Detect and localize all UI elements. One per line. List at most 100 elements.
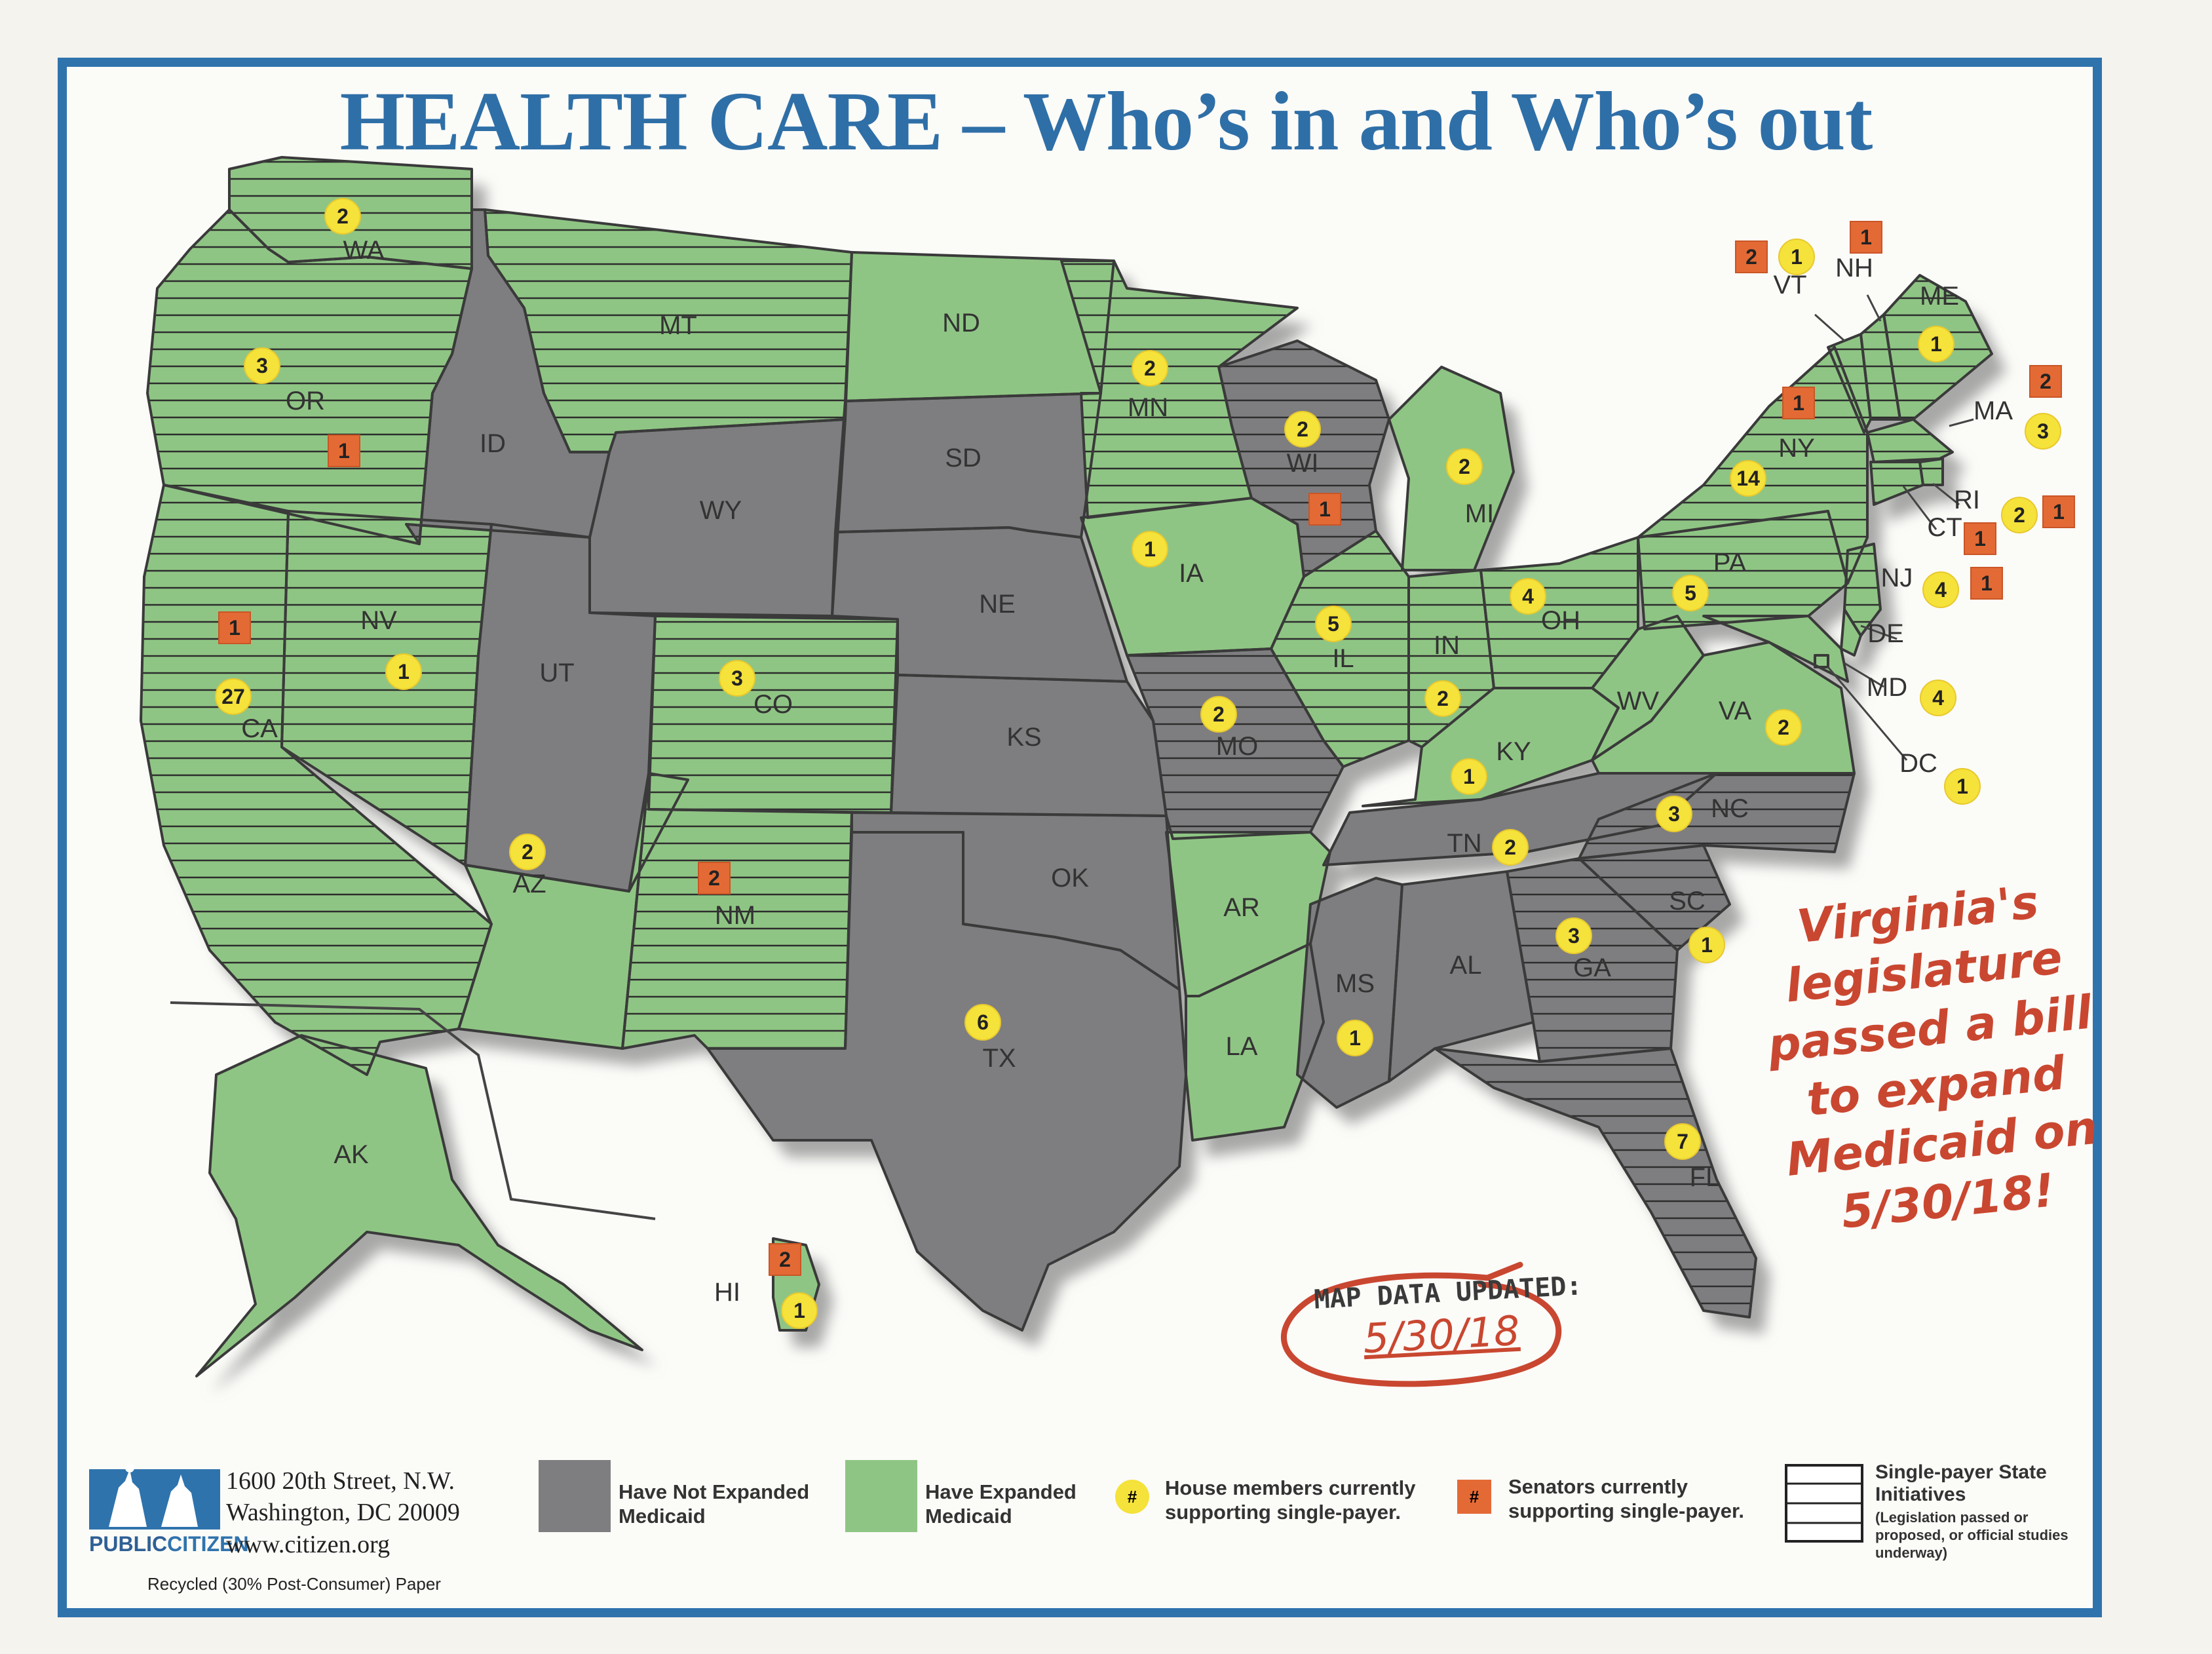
legend-senate-label: Senators currently supporting single-pay… (1508, 1475, 1744, 1522)
state-label-wy: WY (700, 496, 742, 525)
state-al[interactable] (1389, 872, 1533, 1081)
house-count-ms: 1 (1349, 1026, 1361, 1050)
state-ky[interactable] (1363, 688, 1618, 806)
house-count-md: 4 (1932, 686, 1944, 710)
state-az[interactable] (459, 773, 649, 1048)
state-label-mn: MN (1128, 393, 1168, 422)
house-badge-ma (2025, 413, 2061, 450)
state-ar[interactable] (1166, 832, 1330, 996)
leader-line (1844, 662, 1884, 688)
state-or-initiative-hatch (147, 210, 472, 544)
state-ak-border (195, 1034, 643, 1377)
house-badge-tx (964, 1004, 1001, 1041)
legend-expanded-swatch (845, 1460, 917, 1532)
house-badge-pa (1672, 575, 1709, 611)
state-label-nd: ND (942, 309, 980, 337)
house-count-pa: 5 (1685, 581, 1696, 605)
state-ne[interactable] (832, 528, 1127, 682)
state-ri-initiative-hatch (1920, 459, 1943, 485)
state-label-ia: IA (1179, 559, 1204, 588)
website-link[interactable]: www.citizen.org (226, 1531, 391, 1558)
house-badge-vt (1778, 239, 1815, 275)
state-la-border (1185, 942, 1325, 1142)
state-sd[interactable] (835, 393, 1101, 537)
state-ms[interactable] (1297, 878, 1402, 1107)
legend-not-expanded-label: Have Not Expanded Medicaid (619, 1480, 810, 1528)
state-wy[interactable] (590, 419, 845, 616)
state-wi-initiative-hatch (1219, 341, 1389, 577)
state-md[interactable] (1704, 616, 1848, 682)
state-dc[interactable] (1815, 655, 1828, 667)
house-count-ia: 1 (1144, 537, 1156, 561)
state-label-az: AZ (512, 870, 546, 898)
house-count-sc: 1 (1701, 933, 1713, 957)
state-label-hi: HI (714, 1278, 740, 1307)
state-mi-border (1388, 366, 1515, 571)
leader-line (1866, 294, 1882, 322)
legend-initiatives-swatch (1785, 1464, 1863, 1543)
state-label-ma: MA (1974, 396, 2013, 425)
house-badge-mo (1200, 696, 1237, 733)
state-tx[interactable] (708, 832, 1186, 1330)
house-badge-ga (1555, 917, 1592, 954)
state-il-border (1270, 529, 1410, 768)
state-ks[interactable] (891, 675, 1166, 816)
state-label-co: CO (753, 690, 793, 719)
legend-house-label: House members currently supporting singl… (1165, 1476, 1416, 1524)
state-label-ri: RI (1954, 486, 1980, 514)
state-label-ok: OK (1051, 864, 1089, 893)
house-badge-hi (781, 1292, 818, 1329)
state-ct-border (1869, 461, 1924, 506)
state-label-nv: NV (360, 606, 397, 635)
state-label-fl: FL (1690, 1163, 1721, 1192)
state-label-il: IL (1332, 644, 1354, 673)
state-label-nc: NC (1711, 794, 1749, 823)
state-sc-initiative-hatch (1579, 845, 1730, 950)
state-wv[interactable] (1592, 616, 1704, 760)
state-nd[interactable] (845, 252, 1114, 401)
house-count-wi: 2 (1297, 417, 1308, 441)
leader-line (1814, 313, 1845, 342)
state-la[interactable] (1186, 944, 1324, 1140)
house-badge-dc (1944, 768, 1981, 805)
house-count-ri: 2 (2013, 503, 2025, 527)
house-count-mo: 2 (1213, 702, 1225, 726)
senate-count-ct: 1 (1974, 527, 1986, 550)
state-label-ga: GA (1573, 953, 1611, 982)
state-id[interactable] (406, 210, 609, 544)
legend-house-symbol: # (1115, 1480, 1149, 1514)
house-badge-mi (1446, 448, 1483, 485)
virginia-note: Virginia's legislature passed a bill to exp… (1745, 868, 2120, 1247)
state-label-wa: WA (343, 236, 385, 265)
state-label-tx: TX (982, 1044, 1016, 1073)
state-al-border (1388, 870, 1535, 1083)
house-count-va: 2 (1778, 716, 1789, 739)
state-ak[interactable] (197, 1035, 642, 1376)
state-label-la: LA (1226, 1032, 1258, 1061)
house-badge-ri (2001, 497, 2038, 533)
house-count-oh: 4 (1522, 585, 1534, 608)
state-md-border (1702, 615, 1849, 683)
state-label-ar: AR (1223, 893, 1260, 922)
state-label-id: ID (480, 429, 506, 458)
state-tn[interactable] (1324, 773, 1717, 865)
senate-count-ny: 1 (1793, 391, 1804, 415)
house-badge-tn (1492, 829, 1529, 866)
house-count-dc: 1 (1956, 775, 1968, 798)
house-count-ma: 3 (2037, 419, 2049, 443)
state-tx-border (706, 831, 1187, 1332)
senate-count-wi: 1 (1319, 497, 1331, 521)
state-ga-initiative-hatch (1507, 858, 1677, 1062)
house-badge-ky (1451, 758, 1487, 795)
state-label-ct: CT (1927, 513, 1962, 542)
house-count-in: 2 (1437, 687, 1449, 710)
state-label-ak: AK (334, 1140, 369, 1169)
state-de[interactable] (1841, 609, 1861, 655)
state-label-mo: MO (1216, 732, 1258, 761)
house-count-nj: 4 (1935, 578, 1947, 602)
house-badge-sc (1688, 927, 1725, 963)
house-count-ca: 27 (221, 685, 245, 708)
house-count-ky: 1 (1463, 765, 1475, 788)
legend-initiatives-title: Single-payer State Initiatives (1875, 1461, 2047, 1505)
